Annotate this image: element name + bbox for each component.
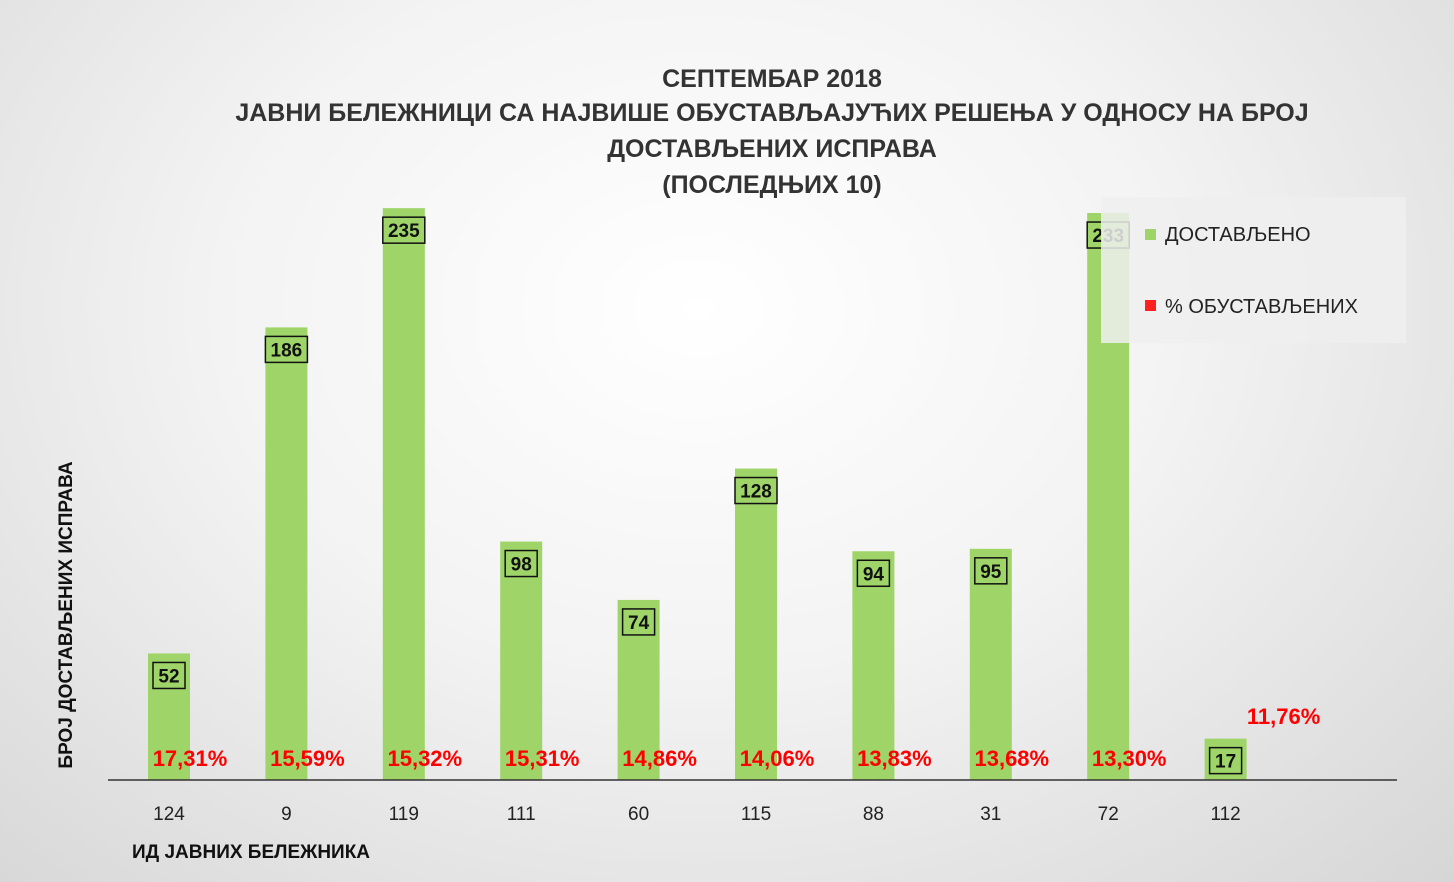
bar-value-label: 98 bbox=[511, 555, 532, 576]
bar-value-label-box bbox=[152, 661, 186, 690]
bar bbox=[969, 548, 1012, 780]
x-tick-label: 111 bbox=[507, 804, 536, 825]
percent-label: 13,83% bbox=[857, 746, 932, 771]
x-tick-label: 119 bbox=[389, 804, 419, 825]
legend-swatch-suspended bbox=[1145, 300, 1156, 311]
bar-series-delivered bbox=[148, 208, 1247, 781]
legend-box bbox=[1101, 197, 1406, 343]
percent-label: 15,32% bbox=[387, 746, 462, 771]
bar bbox=[735, 468, 777, 780]
bar-value-label-box bbox=[382, 216, 426, 244]
bar bbox=[500, 541, 543, 780]
percent-label: 15,31% bbox=[505, 746, 580, 771]
bar-value-label-box bbox=[1208, 746, 1243, 775]
x-tick-label: 115 bbox=[741, 804, 771, 825]
bar bbox=[852, 551, 895, 780]
chart-legend: ДОСТАВЉЕНО % ОБУСТАВЉЕНИХ bbox=[1101, 197, 1406, 343]
legend-label-delivered: ДОСТАВЉЕНО bbox=[1165, 224, 1311, 246]
percent-label: 14,06% bbox=[740, 746, 815, 771]
bar bbox=[382, 208, 425, 780]
bar-value-label: 52 bbox=[158, 666, 179, 687]
bar-value-label: 74 bbox=[628, 613, 650, 634]
bar bbox=[265, 327, 308, 780]
bar-value-label: 128 bbox=[740, 482, 772, 503]
legend-swatch-delivered bbox=[1145, 229, 1156, 240]
bar bbox=[148, 653, 190, 780]
bar-value-labels: 521862359874128949523317 bbox=[152, 216, 1243, 775]
percent-label: 13,30% bbox=[1092, 746, 1167, 771]
x-axis-title: ИД ЈАВНИХ БЕЛЕЖНИКА bbox=[132, 842, 370, 863]
bar-value-label-box bbox=[504, 549, 538, 578]
bar-value-label: 94 bbox=[863, 564, 885, 585]
x-tick-label: 88 bbox=[863, 804, 884, 825]
bar-value-label: 186 bbox=[271, 340, 303, 361]
percent-label: 14,86% bbox=[622, 746, 697, 771]
percent-label: 11,76% bbox=[1247, 704, 1320, 729]
bar-value-label-box bbox=[264, 335, 309, 364]
percent-label: 13,68% bbox=[974, 746, 1049, 771]
bar-value-label-box bbox=[974, 557, 1008, 585]
x-tick-label: 60 bbox=[628, 804, 649, 825]
bar-value-label-box bbox=[734, 476, 778, 505]
bar-value-label: 235 bbox=[388, 221, 420, 242]
chart-title-line-1: СЕПТЕМБАР 2018 bbox=[662, 65, 882, 93]
bar bbox=[617, 599, 660, 780]
chart-title-line-3: ДОСТАВЉЕНИХ ИСПРАВА bbox=[607, 135, 937, 163]
y-axis-title: БРОЈ ДОСТАВЉЕНИХ ИСПРАВА bbox=[56, 461, 77, 768]
percent-label: 17,31% bbox=[153, 746, 228, 771]
percent-label: 15,59% bbox=[270, 746, 345, 771]
x-axis-tick-labels: 124 9 119 111 60 115 88 31 72 112 bbox=[153, 804, 1241, 825]
chart-title-line-2: ЈАВНИ БЕЛЕЖНИЦИ СА НАЈВИШЕ ОБУСТАВЉАЈУЋИ… bbox=[235, 99, 1308, 127]
bar-value-label: 95 bbox=[980, 562, 1002, 583]
series-percent-labels: 17,31% 15,59% 15,32% 15,31% 14,86% 14,06% 13,8… bbox=[153, 704, 1321, 771]
x-tick-label: 124 bbox=[153, 804, 185, 825]
x-tick-label: 9 bbox=[281, 804, 292, 825]
chart-title-line-4: (ПОСЛЕДЊИХ 10) bbox=[662, 171, 881, 199]
legend-label-suspended: % ОБУСТАВЉЕНИХ bbox=[1165, 296, 1358, 318]
x-tick-label: 31 bbox=[980, 804, 1001, 825]
x-tick-label: 112 bbox=[1210, 804, 1240, 825]
bar-value-label-box bbox=[856, 559, 891, 588]
bar-value-label-box bbox=[621, 608, 656, 636]
chart-title: СЕПТЕМБАР 2018 ЈАВНИ БЕЛЕЖНИЦИ СА НАЈВИШ… bbox=[235, 65, 1308, 199]
x-tick-label: 72 bbox=[1098, 804, 1119, 825]
bar-value-label: 17 bbox=[1215, 752, 1236, 773]
